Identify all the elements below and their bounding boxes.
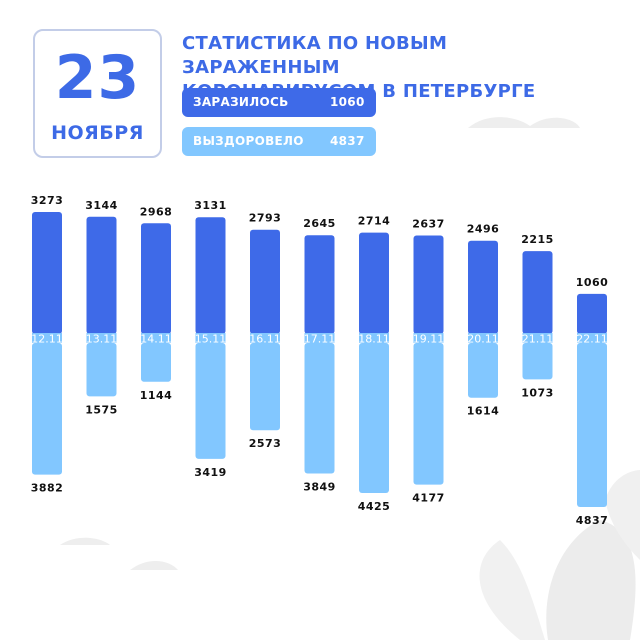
recovered-bar: [250, 343, 280, 431]
recovered-bar: [304, 343, 335, 474]
infected-bar: [141, 223, 171, 334]
leaf-shape: [605, 470, 640, 560]
title-line-1: СТАТИСТИКА ПО НОВЫМ ЗАРАЖЕННЫМ: [182, 33, 448, 78]
date-tick-label: 12.11: [31, 333, 63, 346]
recovered-bar: [577, 343, 607, 507]
infected-summary-pill: ЗАРАЗИЛОСЬ 1060: [182, 88, 376, 117]
date-tick-label: 17.11: [304, 333, 336, 346]
infected-value-label: 2496: [467, 223, 500, 236]
date-band: [468, 333, 498, 343]
infected-bar: [304, 235, 335, 334]
infected-bar: [577, 293, 607, 334]
infected-bar: [522, 251, 553, 334]
date-tick-label: 18.11: [358, 333, 390, 346]
recovered-value-label: 3419: [194, 466, 227, 479]
date-tick-label: 13.11: [86, 333, 118, 346]
infected-value-label: 3131: [194, 199, 227, 212]
date-band: [141, 333, 171, 343]
recovered-bar: [195, 343, 226, 459]
date-band: [522, 333, 553, 343]
infected-bar: [32, 212, 62, 334]
infected-value-label: 2793: [249, 212, 282, 225]
date-tick-label: 14.11: [140, 333, 172, 346]
date-tick-label: 22.11: [576, 333, 608, 346]
recovered-value-label: 4837: [576, 514, 609, 527]
recovered-value-label: 1144: [140, 389, 173, 402]
date-tick-label: 20.11: [467, 333, 499, 346]
recovered-bar: [32, 343, 62, 475]
date-band: [250, 333, 280, 343]
date-band: [304, 333, 335, 343]
leaf-shape: [468, 117, 580, 128]
recovered-bar: [522, 343, 553, 380]
infected-summary-label: ЗАРАЗИЛОСЬ: [193, 95, 289, 109]
infected-bar: [86, 216, 117, 334]
infected-bar: [195, 217, 226, 334]
recovered-value-label: 1073: [521, 386, 554, 399]
recovered-value-label: 2573: [249, 437, 282, 450]
bars-group: 12.11 3273 3882 13.11 3144 1575 14.11 2968 1144 1…: [31, 194, 609, 527]
recovered-summary-value: 4837: [330, 134, 365, 148]
recovered-bar: [468, 343, 498, 398]
infected-value-label: 2714: [358, 215, 391, 228]
recovered-value-label: 3849: [303, 481, 336, 494]
infected-bar: [359, 232, 389, 334]
leaf-shape: [60, 537, 110, 545]
date-tick-label: 16.11: [249, 333, 281, 346]
infected-bar: [413, 235, 444, 334]
date-month: НОЯБРЯ: [51, 122, 144, 144]
date-box: 23 НОЯБРЯ: [33, 29, 162, 158]
recovered-bar: [359, 343, 389, 494]
infected-value-label: 3273: [31, 194, 64, 207]
infected-value-label: 2637: [412, 218, 445, 231]
date-tick-label: 19.11: [413, 333, 445, 346]
date-band: [413, 333, 444, 343]
date-day: 23: [54, 43, 141, 113]
date-band: [577, 333, 607, 343]
date-tick-label: 21.11: [522, 333, 554, 346]
infected-value-label: 2968: [140, 205, 173, 218]
date-tick-label: 15.11: [195, 333, 227, 346]
infected-value-label: 3144: [85, 199, 118, 212]
recovered-bar: [141, 343, 171, 382]
date-band: [359, 333, 389, 343]
infected-summary-value: 1060: [330, 95, 365, 109]
recovered-value-label: 3882: [31, 482, 64, 495]
recovered-value-label: 4177: [412, 492, 445, 505]
leaf-shape: [546, 520, 636, 640]
infected-value-label: 1060: [576, 276, 609, 289]
infected-bar: [250, 229, 280, 334]
recovered-value-label: 4425: [358, 500, 391, 513]
date-band: [86, 333, 117, 343]
infected-bar: [468, 240, 498, 334]
decorative-leaves: [60, 117, 640, 640]
infected-value-label: 2215: [521, 233, 554, 246]
recovered-summary-label: ВЫЗДОРОВЕЛО: [193, 134, 304, 148]
recovered-summary-pill: ВЫЗДОРОВЕЛО 4837: [182, 127, 376, 156]
date-band: [195, 333, 226, 343]
leaf-shape: [479, 540, 545, 640]
recovered-bar: [86, 343, 117, 397]
leaf-shape: [130, 560, 178, 570]
recovered-value-label: 1614: [467, 405, 500, 418]
infected-value-label: 2645: [303, 217, 336, 230]
date-band: [32, 333, 62, 343]
recovered-value-label: 1575: [85, 403, 118, 416]
recovered-bar: [413, 343, 444, 485]
